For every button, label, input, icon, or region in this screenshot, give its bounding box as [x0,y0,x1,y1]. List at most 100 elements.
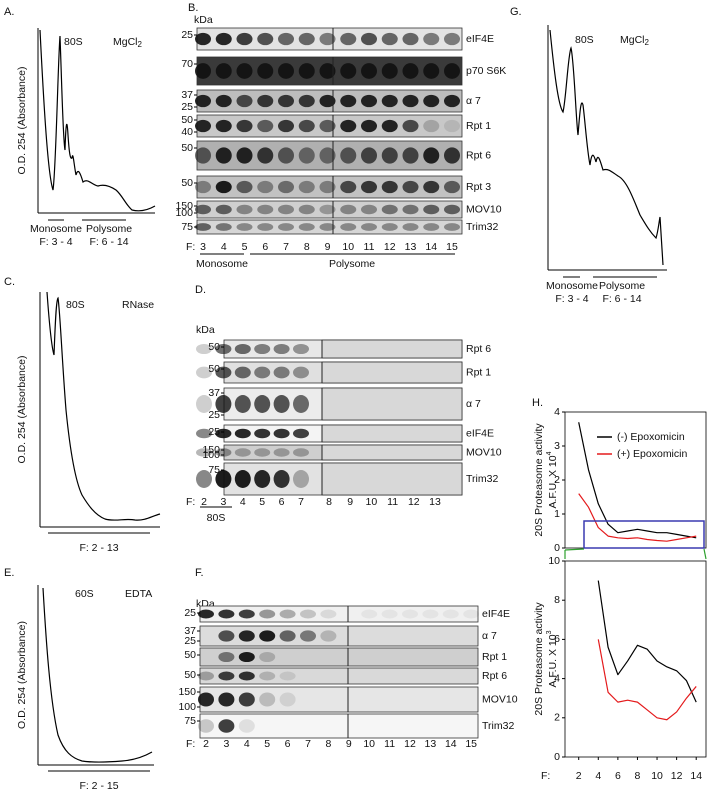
blot-band [423,147,440,164]
blot-band [340,94,357,108]
blot-band [319,119,336,133]
y-axis-label: O.D. 254 (Absorbance) [16,67,28,175]
blot-band [444,63,460,79]
group-fractions: F: 6 - 14 [89,236,128,248]
blot-band [293,343,309,355]
protein-name: Rpt 6 [482,670,507,682]
protein-name: Rpt 1 [466,366,491,378]
blot-band [423,119,440,133]
peak-label: 80S [64,36,83,48]
group-fractions: F: 2 - 13 [79,542,118,554]
blot-band [238,692,255,707]
blot-band [259,630,276,642]
fraction-number: 13 [425,738,437,750]
blot-band [195,147,211,164]
fraction-number: 8 [326,496,332,508]
y-axis-label: A.F.U. X 104 [546,451,559,508]
blot-band [198,719,214,733]
blot-band [279,609,296,619]
fraction-number: 12 [408,496,420,508]
blot-band [293,366,309,379]
y-tick-label: 0 [554,751,560,763]
fraction-number: 14 [425,241,437,253]
blot-band [298,94,315,108]
blot-band [319,63,336,79]
panel-label: E. [4,567,14,579]
blot-band [402,609,418,619]
blot-band [238,671,255,681]
blot-band [402,204,419,215]
x-tick-label: 14 [690,770,702,782]
condition-text: RNase [122,299,154,311]
y-tick-label: 3 [554,440,560,452]
blot-band [218,692,235,707]
blot-band [361,119,377,133]
protein-name: Rpt 1 [482,651,507,663]
size-marker: 50 [208,341,220,353]
fraction-number: 9 [346,738,352,750]
absorbance-trace [42,587,153,763]
blot-band [236,147,253,164]
unit-label: kDa [196,324,215,336]
y-tick-label: 2 [554,712,560,724]
blot-band [444,147,460,164]
blot-strip [199,647,479,667]
legend-label: (-) Epoxomicin [617,431,685,443]
panel-label: F. [195,567,204,579]
protein-name: MOV10 [482,693,518,705]
protein-name: Rpt 6 [466,343,491,355]
peak-label: 80S [66,299,85,311]
blot-band [234,448,251,457]
fraction-number: 8 [325,738,331,750]
blot-band [195,119,211,133]
y-tick-label: 4 [554,406,560,418]
fraction-number: 10 [366,496,378,508]
zoom-box [583,520,705,549]
condition-label: MgCl2 [620,34,650,47]
blot-band [254,428,271,439]
blot-band [257,32,274,46]
blot-band [215,470,232,488]
blot-band [195,63,211,79]
blot-band [298,63,315,79]
blot-band [259,671,276,681]
size-marker: 25 [184,635,196,647]
condition-label: MgCl2 [113,36,143,49]
blot-band [381,32,398,46]
protein-name: eIF4E [466,427,494,439]
protein-name: α 7 [466,95,481,107]
blot-band [215,147,232,164]
x-tick-label: 10 [651,770,663,782]
panel-label: B. [188,2,198,14]
blot-band [234,470,251,488]
protein-name: Trim32 [482,720,514,732]
size-marker: 50 [184,649,196,661]
blot-band [257,204,274,215]
blot-band [293,470,309,488]
blot-band [236,119,253,133]
blot-band [381,119,398,133]
y-tick-label: 8 [554,594,560,606]
blot-band [236,180,253,194]
size-marker: 50 [184,669,196,681]
blot-band [319,94,336,108]
size-marker: 25 [184,607,196,619]
blot-band [254,343,271,355]
size-marker: 50 [181,177,193,189]
size-marker: 25 [208,426,220,438]
blot-strip [199,667,479,685]
data-line [578,493,697,542]
size-marker: 75 [181,221,193,233]
size-marker: 75 [208,464,220,476]
blot-band [381,609,398,619]
condition-text: EDTA [125,588,152,600]
size-marker: 100 [178,701,196,713]
fraction-number: 5 [242,241,248,253]
fraction-number: 11 [384,738,395,750]
fraction-prefix: F: [186,496,195,508]
blot-band [236,63,253,79]
panel-label: D. [195,284,206,296]
size-marker: 25 [181,29,193,41]
blot-band [257,223,274,231]
